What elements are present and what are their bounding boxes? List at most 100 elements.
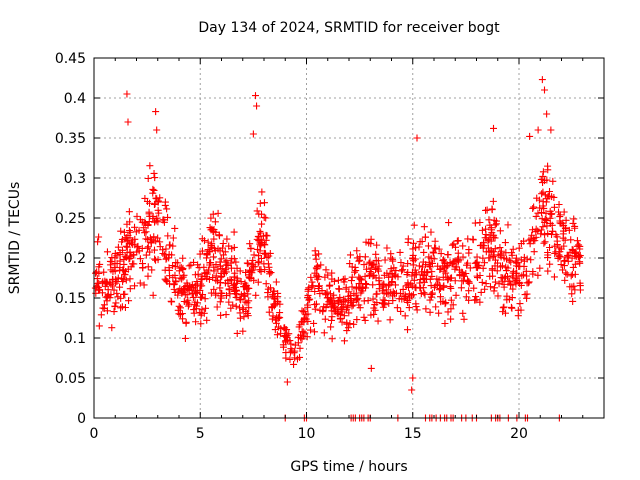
data-point — [539, 179, 547, 187]
data-point — [534, 271, 542, 279]
data-point — [146, 162, 154, 170]
data-point — [169, 262, 177, 270]
data-point — [100, 301, 108, 309]
data-point — [304, 285, 312, 293]
data-point — [316, 290, 324, 298]
data-point — [480, 242, 488, 250]
data-point — [133, 243, 141, 251]
data-point — [146, 199, 154, 207]
data-point — [118, 275, 126, 283]
data-point — [548, 193, 556, 201]
data-point — [573, 237, 581, 245]
data-point — [561, 225, 569, 233]
data-point — [369, 261, 377, 269]
data-point — [327, 323, 335, 331]
data-point — [151, 200, 159, 208]
data-point — [92, 289, 100, 297]
data-point — [521, 291, 529, 299]
data-point — [307, 326, 315, 334]
data-point — [154, 256, 162, 264]
data-point — [168, 251, 176, 259]
data-point — [544, 249, 552, 257]
data-point — [496, 227, 504, 235]
data-point — [360, 261, 368, 269]
data-point — [152, 237, 160, 245]
data-point — [175, 302, 183, 310]
data-point — [225, 298, 233, 306]
data-point — [383, 244, 391, 252]
data-point — [381, 256, 389, 264]
data-point — [481, 259, 489, 267]
data-point — [327, 303, 335, 311]
data-point — [347, 277, 355, 285]
data-point — [315, 282, 323, 290]
data-point — [366, 268, 374, 276]
data-point — [571, 270, 579, 278]
data-point — [509, 285, 517, 293]
data-point — [264, 285, 272, 293]
data-point — [559, 230, 567, 238]
data-point — [202, 304, 210, 312]
data-point — [207, 259, 215, 267]
data-point — [546, 207, 554, 215]
data-point — [348, 273, 356, 281]
data-point — [387, 250, 395, 258]
data-point — [272, 319, 280, 327]
data-point — [203, 316, 211, 324]
x-axis-label: GPS time / hours — [290, 459, 407, 475]
data-point — [370, 260, 378, 268]
data-point — [537, 230, 545, 238]
data-point — [208, 243, 216, 251]
data-point — [435, 309, 443, 317]
data-point — [96, 260, 104, 268]
data-point — [421, 233, 429, 241]
data-point — [147, 238, 155, 246]
data-point — [372, 250, 380, 258]
data-point — [539, 168, 547, 176]
data-point — [225, 286, 233, 294]
data-point — [517, 306, 525, 314]
data-point — [502, 249, 510, 257]
data-point — [473, 253, 481, 261]
data-point — [176, 311, 184, 319]
data-point — [375, 277, 383, 285]
data-point — [198, 247, 206, 255]
data-point — [99, 304, 107, 312]
data-point — [283, 378, 291, 386]
data-point — [154, 206, 162, 214]
x-tick-label: 15 — [404, 426, 422, 442]
data-point — [252, 291, 260, 299]
data-point — [567, 272, 575, 280]
data-point — [504, 221, 512, 229]
data-point — [222, 311, 230, 319]
data-point — [352, 291, 360, 299]
data-point — [491, 221, 499, 229]
data-point — [95, 269, 103, 277]
data-point — [548, 221, 556, 229]
data-point — [212, 289, 220, 297]
data-point — [546, 243, 554, 251]
data-point — [199, 291, 207, 299]
data-point — [503, 292, 511, 300]
data-point — [150, 201, 158, 209]
data-point — [352, 267, 360, 275]
data-point — [110, 308, 118, 316]
data-point — [397, 307, 405, 315]
data-point — [305, 284, 313, 292]
data-point — [374, 317, 382, 325]
data-point — [291, 341, 299, 349]
data-point — [510, 267, 518, 275]
data-point — [237, 277, 245, 285]
data-point — [356, 274, 364, 282]
data-point — [218, 289, 226, 297]
data-point — [219, 240, 227, 247]
data-point — [277, 325, 285, 333]
data-point — [209, 253, 217, 261]
data-point — [447, 296, 455, 304]
data-point — [416, 279, 424, 287]
data-point — [212, 228, 220, 236]
data-point — [148, 266, 156, 274]
data-point — [517, 240, 525, 248]
data-point — [386, 316, 394, 324]
data-point — [133, 212, 141, 220]
